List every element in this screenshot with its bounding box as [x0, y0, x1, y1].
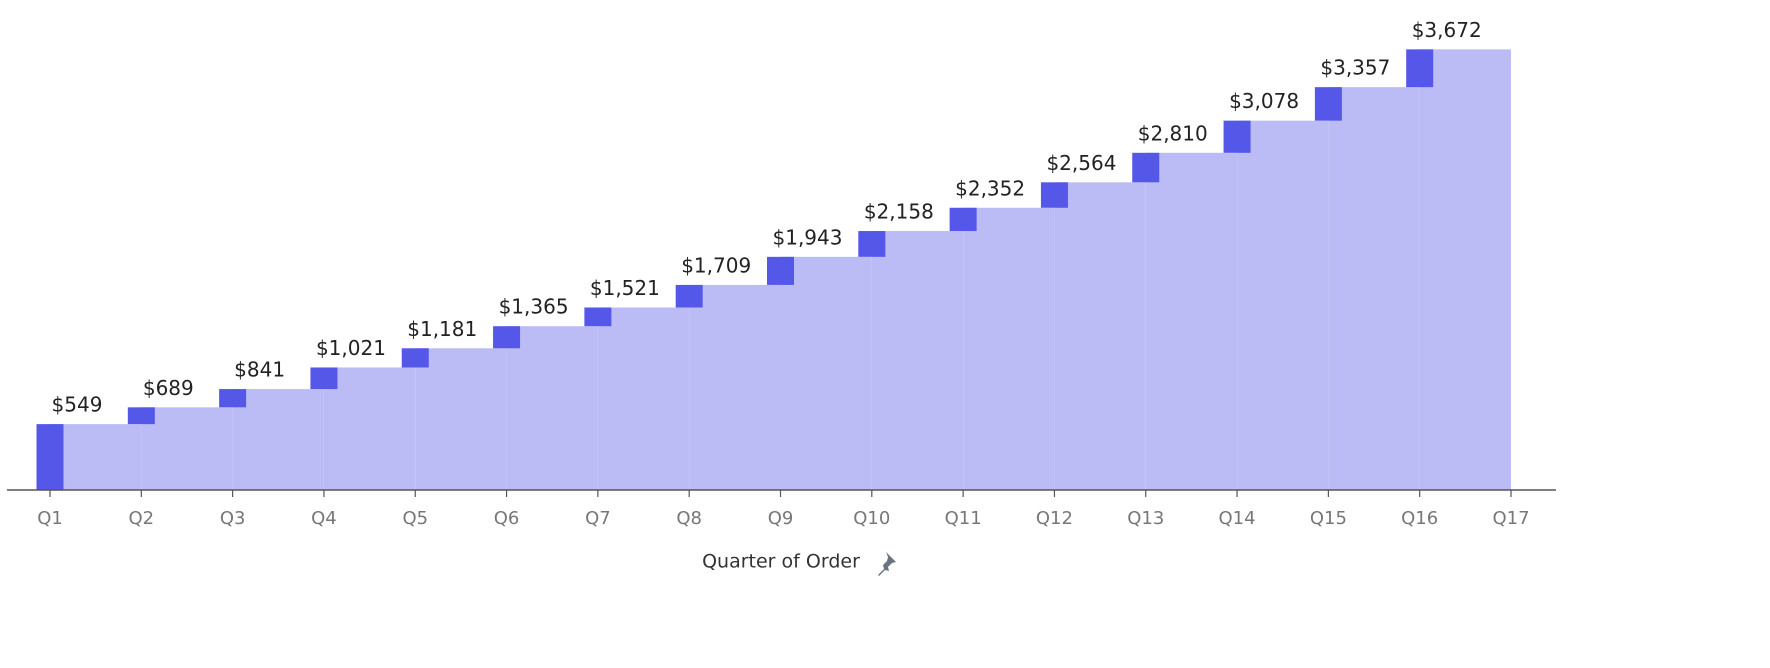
- cumulative-area: [1328, 87, 1420, 490]
- cumulative-area: [415, 348, 507, 490]
- increment-bar: [675, 284, 703, 308]
- increment-bar: [219, 389, 247, 408]
- value-label: $1,943: [773, 225, 843, 249]
- x-tick-label: Q14: [1219, 508, 1256, 529]
- x-tick-label: Q9: [768, 508, 794, 529]
- increment-bar: [584, 307, 612, 327]
- increment-bar: [858, 231, 886, 257]
- x-tick-label: Q3: [220, 508, 246, 529]
- value-label: $3,357: [1320, 56, 1390, 80]
- increment-bar: [1406, 49, 1434, 88]
- pin-icon: [878, 552, 896, 576]
- cumulative-area: [323, 367, 416, 490]
- x-tick-label: Q5: [402, 508, 428, 529]
- cumulative-area: [1237, 120, 1329, 490]
- increment-bar: [310, 367, 338, 390]
- cumulative-area: [963, 207, 1055, 490]
- x-axis-title: Quarter of Order: [702, 551, 860, 573]
- cumulative-area: [1054, 182, 1146, 490]
- x-tick-label: Q6: [494, 508, 520, 529]
- x-tick-label: Q1: [37, 508, 63, 529]
- x-tick-label: Q13: [1127, 508, 1164, 529]
- value-label: $689: [143, 376, 194, 400]
- increment-bar: [493, 326, 521, 349]
- value-label: $1,709: [681, 253, 751, 277]
- increment-bar: [401, 348, 429, 368]
- value-label: $841: [234, 358, 285, 382]
- cumulative-area: [50, 424, 142, 490]
- increment-bar: [767, 256, 794, 285]
- cumulative-area: [506, 326, 598, 490]
- cumulative-area: [232, 389, 324, 490]
- cumulative-area: [1145, 152, 1238, 491]
- increment-bar: [127, 407, 155, 425]
- cumulative-area: [780, 256, 872, 490]
- value-label: $2,810: [1138, 121, 1208, 145]
- x-tick-label: Q4: [311, 508, 337, 529]
- value-label: $1,365: [499, 295, 569, 319]
- value-label: $3,672: [1412, 18, 1482, 42]
- x-tick-label: Q16: [1401, 508, 1438, 529]
- x-tick-label: Q2: [129, 508, 155, 529]
- cumulative-area: [141, 407, 233, 490]
- value-label: $1,521: [590, 276, 660, 300]
- increment-bar: [1314, 87, 1342, 121]
- value-label: $2,158: [864, 200, 934, 224]
- x-tick-label: Q17: [1492, 508, 1529, 529]
- x-tick-label: Q10: [853, 508, 890, 529]
- value-label: $3,078: [1229, 89, 1299, 113]
- increment-bar: [1040, 182, 1068, 208]
- x-tick-label: Q12: [1036, 508, 1073, 529]
- cumulative-area: [597, 307, 690, 490]
- x-tick-label: Q15: [1310, 508, 1347, 529]
- x-tick-label: Q7: [585, 508, 611, 529]
- increment-bar: [1132, 152, 1160, 183]
- increment-bar: [36, 424, 64, 490]
- value-label: $2,564: [1046, 151, 1116, 175]
- cumulative-area: [871, 231, 964, 491]
- increment-bar: [949, 207, 977, 232]
- increment-bar: [1223, 120, 1251, 153]
- x-tick-label: Q8: [676, 508, 702, 529]
- cumulative-area: [689, 284, 781, 490]
- value-label: $1,021: [316, 336, 386, 360]
- value-label: $1,181: [407, 317, 477, 341]
- value-label: $549: [52, 393, 103, 417]
- x-tick-label: Q11: [945, 508, 982, 529]
- cumulative-area: [1419, 49, 1511, 491]
- value-label: $2,352: [955, 176, 1025, 200]
